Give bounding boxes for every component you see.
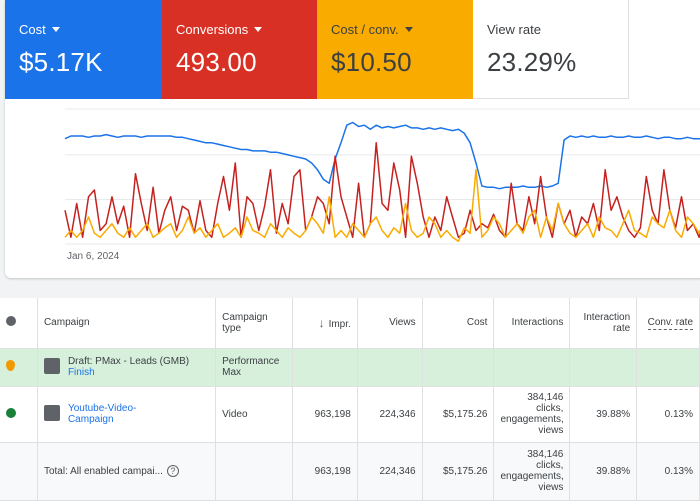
views-cell bbox=[357, 348, 423, 387]
campaign-cell: Draft: PMax - Leads (GMB) Finish bbox=[37, 348, 217, 387]
scorecard-conversions-header: Conversions bbox=[176, 22, 317, 37]
status-dot-icon bbox=[6, 316, 16, 327]
status-cell bbox=[0, 386, 38, 443]
total-views-cell: 224,346 bbox=[357, 442, 423, 501]
scorecard-cost[interactable]: Cost $5.17K bbox=[5, 0, 162, 99]
table-row[interactable]: Youtube-Video-Campaign Video 963,198 224… bbox=[0, 386, 700, 443]
total-type-cell bbox=[215, 442, 294, 501]
chart-x-start-label: Jan 6, 2024 bbox=[67, 251, 120, 262]
total-status-cell bbox=[0, 442, 38, 501]
conv-rate-column-header[interactable]: Conv. rate bbox=[636, 298, 700, 349]
total-cost-cell: $5,175.26 bbox=[422, 442, 495, 501]
campaign-table-container: Campaign Campaign type ↓ Impr. Views Cost… bbox=[0, 298, 700, 501]
status-column-header[interactable] bbox=[0, 298, 38, 349]
help-icon[interactable]: ? bbox=[166, 465, 179, 477]
cost-cell bbox=[422, 348, 495, 387]
views-column-header[interactable]: Views bbox=[357, 298, 423, 349]
scorecard-view-rate[interactable]: View rate 23.29% bbox=[473, 0, 629, 99]
total-label-cell: Total: All enabled campai...? bbox=[37, 442, 217, 501]
cost-cell: $5,175.26 bbox=[422, 386, 495, 443]
dropdown-caret-icon[interactable] bbox=[254, 27, 263, 32]
finish-link[interactable]: Finish bbox=[67, 367, 95, 378]
scorecard-cost-per-conv[interactable]: Cost / conv. $10.50 bbox=[317, 0, 473, 99]
table-row[interactable]: Draft: PMax - Leads (GMB) Finish Perform… bbox=[0, 348, 700, 387]
scorecard-conversions[interactable]: Conversions 493.00 bbox=[162, 0, 317, 99]
campaign-name-link[interactable]: Youtube-Video-Campaign bbox=[67, 403, 137, 425]
scorecard-conversions-label: Conversions bbox=[176, 22, 249, 37]
draft-status-icon bbox=[6, 360, 15, 371]
chart-series-line-1 bbox=[64, 142, 700, 239]
impr-header-label: Impr. bbox=[328, 318, 351, 330]
enabled-status-icon bbox=[6, 407, 16, 418]
total-label: Total: All enabled campai... bbox=[43, 466, 163, 477]
dropdown-caret-icon[interactable] bbox=[51, 27, 60, 32]
performance-chart: Jan 6, 2024 bbox=[5, 99, 700, 278]
conv-rate-header-label: Conv. rate bbox=[647, 317, 693, 331]
interactions-cell bbox=[493, 348, 571, 387]
cost-column-header[interactable]: Cost bbox=[422, 298, 495, 349]
interactions-column-header[interactable]: Interactions bbox=[493, 298, 571, 349]
campaign-table: Campaign Campaign type ↓ Impr. Views Cost… bbox=[0, 298, 700, 501]
campaign-type-cell: Performance Max bbox=[215, 348, 294, 387]
scorecard-view-rate-header: View rate bbox=[487, 22, 628, 37]
scorecard-cost-value: $5.17K bbox=[19, 47, 103, 77]
interaction-rate-cell: 39.88% bbox=[569, 386, 638, 443]
chart-series-line-2 bbox=[64, 169, 700, 243]
total-interaction-rate-cell: 39.88% bbox=[569, 442, 638, 501]
campaign-column-header[interactable]: Campaign bbox=[37, 298, 217, 349]
interactions-cell: 384,146 clicks, engagements, views bbox=[493, 386, 571, 443]
impr-cell bbox=[292, 348, 358, 387]
chart-plot bbox=[64, 108, 700, 245]
views-cell: 224,346 bbox=[357, 386, 423, 443]
total-row: Total: All enabled campai...? 963,198 22… bbox=[0, 442, 700, 501]
status-cell bbox=[0, 348, 38, 387]
scorecard-cost-per-conv-header: Cost / conv. bbox=[331, 22, 473, 37]
scorecard-view-rate-label: View rate bbox=[487, 22, 541, 37]
conv-rate-cell: 0.13% bbox=[636, 386, 700, 443]
chart-series-line-0 bbox=[64, 121, 700, 190]
impr-cell: 963,198 bbox=[292, 386, 358, 443]
performance-card: Cost $5.17K Conversions 493.00 Cost / co… bbox=[5, 0, 700, 278]
total-interactions-cell: 384,146 clicks, engagements, views bbox=[493, 442, 571, 501]
interaction-rate-column-header[interactable]: Interaction rate bbox=[569, 298, 638, 349]
table-header-row: Campaign Campaign type ↓ Impr. Views Cost… bbox=[0, 298, 700, 349]
impr-column-header[interactable]: ↓ Impr. bbox=[292, 298, 358, 349]
conv-rate-cell bbox=[636, 348, 700, 387]
sort-down-arrow-icon: ↓ bbox=[318, 315, 325, 330]
campaign-name: Draft: PMax - Leads (GMB) bbox=[67, 356, 190, 367]
scorecard-view-rate-value: 23.29% bbox=[487, 47, 577, 77]
scorecard-cost-per-conv-label: Cost / conv. bbox=[331, 22, 399, 37]
campaign-type-cell: Video bbox=[215, 386, 294, 443]
campaign-type-column-header[interactable]: Campaign type bbox=[215, 298, 294, 349]
scorecard-cost-label: Cost bbox=[19, 22, 46, 37]
dropdown-caret-icon[interactable] bbox=[404, 27, 413, 32]
pmax-campaign-icon bbox=[43, 358, 60, 374]
scorecard-cost-header: Cost bbox=[19, 22, 162, 37]
scorecard-conversions-value: 493.00 bbox=[176, 47, 257, 77]
scorecard-cost-per-conv-value: $10.50 bbox=[331, 47, 412, 77]
interaction-rate-cell bbox=[569, 348, 638, 387]
scorecard-row: Cost $5.17K Conversions 493.00 Cost / co… bbox=[5, 0, 629, 99]
total-conv-rate-cell: 0.13% bbox=[636, 442, 700, 501]
campaign-cell: Youtube-Video-Campaign bbox=[37, 386, 217, 443]
total-impr-cell: 963,198 bbox=[292, 442, 358, 501]
video-campaign-icon bbox=[43, 405, 60, 421]
